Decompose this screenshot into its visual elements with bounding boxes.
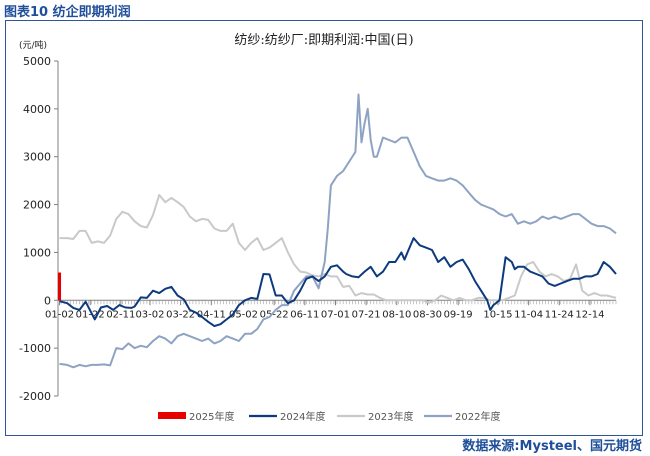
chart-svg: 纺纱:纺纱厂:即期利润:中国(日) (元/吨) -2000 -1000 0 1000 2… (19, 33, 617, 423)
legend-swatch-s2025 (158, 412, 186, 419)
x-tick-label: 05-22 (260, 309, 289, 320)
figure-label: 图表10 纺企即期利润 (4, 5, 131, 20)
x-tick-label: 10-15 (483, 309, 512, 320)
x-tick-label: 11-24 (545, 309, 574, 320)
source-note: 数据来源:Mysteel、国元期货 (462, 439, 642, 454)
x-tick-label: 07-01 (321, 309, 350, 320)
y-tick-label: 3000 (23, 151, 51, 164)
y-tick-label: 2000 (23, 199, 51, 212)
x-tick-label: 06-11 (290, 309, 319, 320)
x-tick-label: 03-22 (166, 309, 195, 320)
x-tick-label: 08-10 (382, 309, 411, 320)
x-tick-label: 08-30 (413, 309, 442, 320)
axes-group: -2000 -1000 0 1000 2000 3000 4000 5000 01-02 01-2… (19, 55, 617, 403)
x-tick-label: 04-11 (197, 309, 226, 320)
x-tick-label: 07-21 (352, 309, 381, 320)
series-s2023-line (59, 194, 617, 304)
y-tick-label: -2000 (19, 390, 51, 403)
x-tick-label: 05-02 (229, 309, 258, 320)
chart-frame: 纺纱:纺纱厂:即期利润:中国(日) (元/吨) -2000 -1000 0 1000 2… (5, 20, 643, 436)
y-tick-label: 1000 (23, 246, 51, 259)
x-tick-label: 12-14 (575, 309, 604, 320)
legend: 2025年度 2024年度 2023年度 2022年度 (158, 410, 500, 423)
chart-title: 纺纱:纺纱厂:即期利润:中国(日) (234, 33, 413, 48)
legend-label-s2023: 2023年度 (368, 410, 413, 423)
legend-label-s2022: 2022年度 (455, 410, 500, 423)
legend-label-s2024: 2024年度 (280, 410, 325, 423)
x-tick-label: 11-04 (514, 309, 543, 320)
y-tick-label: 5000 (23, 55, 51, 68)
y-tick-label: 0 (44, 294, 51, 307)
x-tick-label: 09-19 (444, 309, 473, 320)
x-tick-label: 02-11 (106, 309, 135, 320)
series-s2025-bar (58, 272, 62, 301)
x-tick-label: 01-02 (45, 309, 74, 320)
y-tick-label: -1000 (19, 342, 51, 355)
series-s2022-line (59, 93, 617, 369)
series-s2024-line (59, 237, 617, 328)
x-tick-label: 01-22 (76, 309, 105, 320)
x-tick-label: 03-02 (135, 309, 164, 320)
series-group (58, 93, 617, 369)
y-tick-label: 4000 (23, 103, 51, 116)
y-unit-label: (元/吨) (19, 39, 47, 51)
legend-label-s2025: 2025年度 (189, 410, 234, 423)
